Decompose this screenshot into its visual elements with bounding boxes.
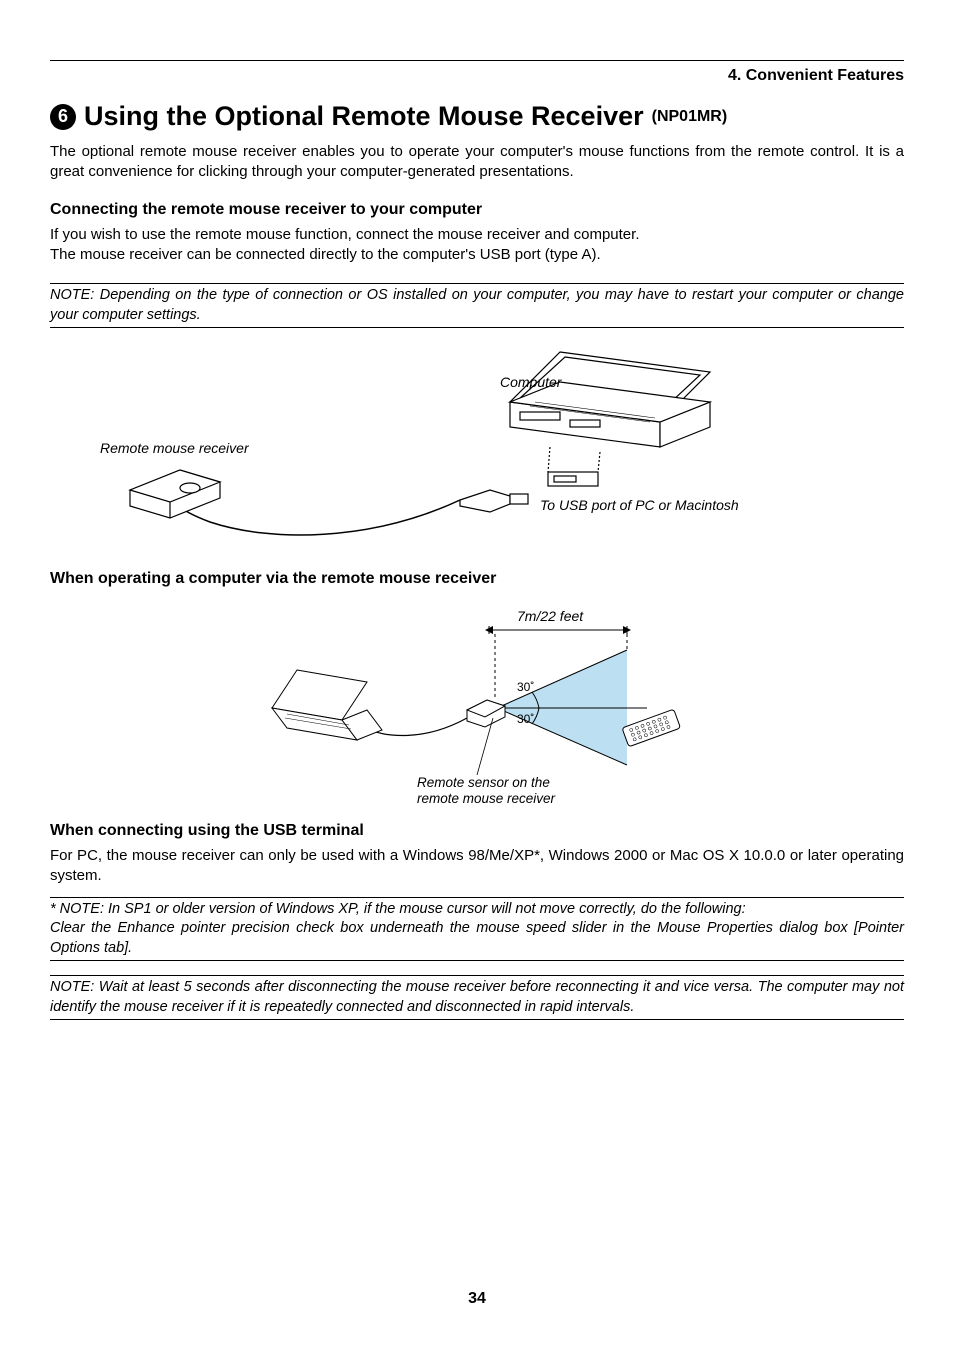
- label-usb: To USB port of PC or Macintosh: [540, 497, 739, 513]
- sub3-p1: For PC, the mouse receiver can only be u…: [50, 846, 904, 887]
- diagram-range: 7m/22 feet 30˚ 30˚ Remote sensor on the …: [227, 600, 727, 810]
- note-1: NOTE: Depending on the type of connectio…: [50, 283, 904, 328]
- label-angle-2: 30˚: [517, 712, 534, 726]
- section-model: (NP01MR): [652, 108, 728, 126]
- chapter-header: 4. Convenient Features: [50, 67, 904, 85]
- page-number: 34: [0, 1290, 954, 1308]
- intro-paragraph: The optional remote mouse receiver enabl…: [50, 142, 904, 183]
- label-distance: 7m/22 feet: [517, 608, 583, 624]
- label-angle-1: 30˚: [517, 680, 534, 694]
- note-2: * NOTE: In SP1 or older version of Windo…: [50, 897, 904, 962]
- section-number-badge: 6: [50, 104, 76, 130]
- section-title-text: Using the Optional Remote Mouse Receiver: [84, 101, 644, 132]
- note-3: NOTE: Wait at least 5 seconds after disc…: [50, 975, 904, 1020]
- subheading-connecting: Connecting the remote mouse receiver to …: [50, 201, 904, 219]
- diagram-connection: Computer Remote mouse receiver To USB po…: [50, 342, 904, 552]
- top-rule: [50, 60, 904, 61]
- subheading-operating: When operating a computer via the remote…: [50, 570, 904, 588]
- page-container: 4. Convenient Features 6 Using the Optio…: [0, 0, 954, 1074]
- subheading-usb: When connecting using the USB terminal: [50, 822, 904, 840]
- label-computer: Computer: [500, 374, 561, 390]
- sub1-p1: If you wish to use the remote mouse func…: [50, 225, 904, 245]
- label-receiver: Remote mouse receiver: [100, 440, 249, 456]
- label-sensor: Remote sensor on the remote mouse receiv…: [417, 775, 555, 807]
- sub1-p2: The mouse receiver can be connected dire…: [50, 245, 904, 265]
- section-title: 6 Using the Optional Remote Mouse Receiv…: [50, 101, 904, 132]
- label-sensor-line1: Remote sensor on the: [417, 775, 550, 790]
- label-sensor-line2: remote mouse receiver: [417, 791, 555, 806]
